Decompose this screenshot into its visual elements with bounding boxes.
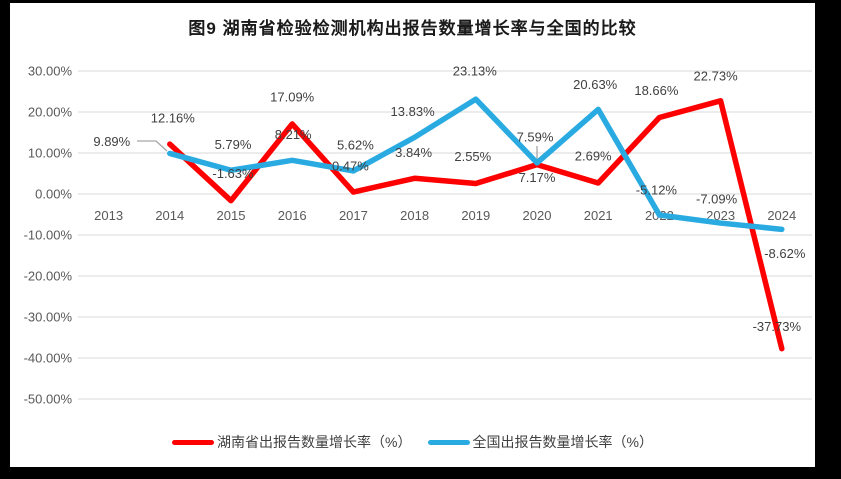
legend-label-hunan: 湖南省出报告数量增长率（%） xyxy=(217,434,412,450)
data-label-hunan-2021: 2.69% xyxy=(575,149,612,164)
data-label-hunan-2014: 12.16% xyxy=(151,111,196,126)
data-label-hunan-2024: -37.73% xyxy=(753,319,802,334)
data-label-hunan-2023: 22.73% xyxy=(694,68,739,83)
data-label-national-2020: 7.59% xyxy=(517,129,554,144)
data-label-national-2024: -8.62% xyxy=(764,246,806,261)
legend-item-national: 全国出报告数量增长率（%） xyxy=(427,432,653,452)
legend-swatch-national-line xyxy=(427,439,470,445)
legend-item-hunan: 湖南省出报告数量增长率（%） xyxy=(172,432,412,452)
chart-title: 图9 湖南省检验检测机构出报告数量增长率与全国的比较 xyxy=(188,19,637,38)
y-axis-label: -10.00% xyxy=(24,228,73,243)
data-label-hunan-2017: 0.47% xyxy=(332,159,369,174)
y-axis-label: -40.00% xyxy=(24,351,73,366)
x-axis-label: 2017 xyxy=(339,208,368,223)
x-axis-label: 2020 xyxy=(523,208,552,223)
y-axis-label: 30.00% xyxy=(28,64,73,79)
x-axis-label: 2018 xyxy=(400,208,429,223)
line-chart: 30.00% 20.00% 10.00% 0.00% -10.00% -20.00% -30… xyxy=(24,64,812,407)
data-label-national-2023: -7.09% xyxy=(696,192,738,207)
chart-legend: 湖南省出报告数量增长率（%） 全国出报告数量增长率（%） xyxy=(10,432,815,452)
data-label-national-2016: 8.21% xyxy=(275,127,312,142)
x-axis-label: 2021 xyxy=(584,208,613,223)
data-label-national-2015: 5.79% xyxy=(215,137,252,152)
y-axis-label: -50.00% xyxy=(24,392,73,407)
legend-swatch-hunan-line xyxy=(172,439,215,445)
x-axis-label: 2016 xyxy=(278,208,307,223)
x-axis-label: 2013 xyxy=(94,208,123,223)
leader-line-2014 xyxy=(137,140,168,152)
legend-label-national: 全国出报告数量增长率（%） xyxy=(472,434,653,450)
chart-canvas: 图9 湖南省检验检测机构出报告数量增长率与全国的比较 30.00% 20.00% 1… xyxy=(10,3,815,467)
data-label-national-2017: 5.62% xyxy=(337,138,374,153)
y-axis-label: -30.00% xyxy=(24,310,73,325)
data-label-national-2019: 23.13% xyxy=(453,64,498,79)
data-label-national-2021: 20.63% xyxy=(573,77,618,92)
y-axis-label: -20.00% xyxy=(24,269,73,284)
data-label-national-2014: 9.89% xyxy=(93,134,130,149)
data-label-hunan-2022: 18.66% xyxy=(634,83,679,98)
series-line-national xyxy=(167,96,785,233)
data-label-hunan-2016: 17.09% xyxy=(270,89,315,104)
x-axis-label: 2014 xyxy=(155,208,184,223)
data-label-national-2018: 13.83% xyxy=(391,104,436,119)
x-axis-label: 2019 xyxy=(461,208,490,223)
x-axis-label: 2015 xyxy=(217,208,246,223)
data-label-hunan-2018: 3.84% xyxy=(395,145,432,160)
series-line-hunan xyxy=(167,98,785,352)
y-axis-label: 20.00% xyxy=(28,105,73,120)
data-label-national-2022: -5.12% xyxy=(636,183,678,198)
data-label-hunan-2019: 2.55% xyxy=(454,149,491,164)
y-axis-label: 10.00% xyxy=(28,146,73,161)
data-label-hunan-2015: -1.63% xyxy=(212,166,254,181)
x-axis-label: 2024 xyxy=(767,208,796,223)
y-axis-label: 0.00% xyxy=(35,187,72,202)
data-label-hunan-2020: 7.17% xyxy=(519,170,556,185)
x-axis-label: 2023 xyxy=(706,208,735,223)
